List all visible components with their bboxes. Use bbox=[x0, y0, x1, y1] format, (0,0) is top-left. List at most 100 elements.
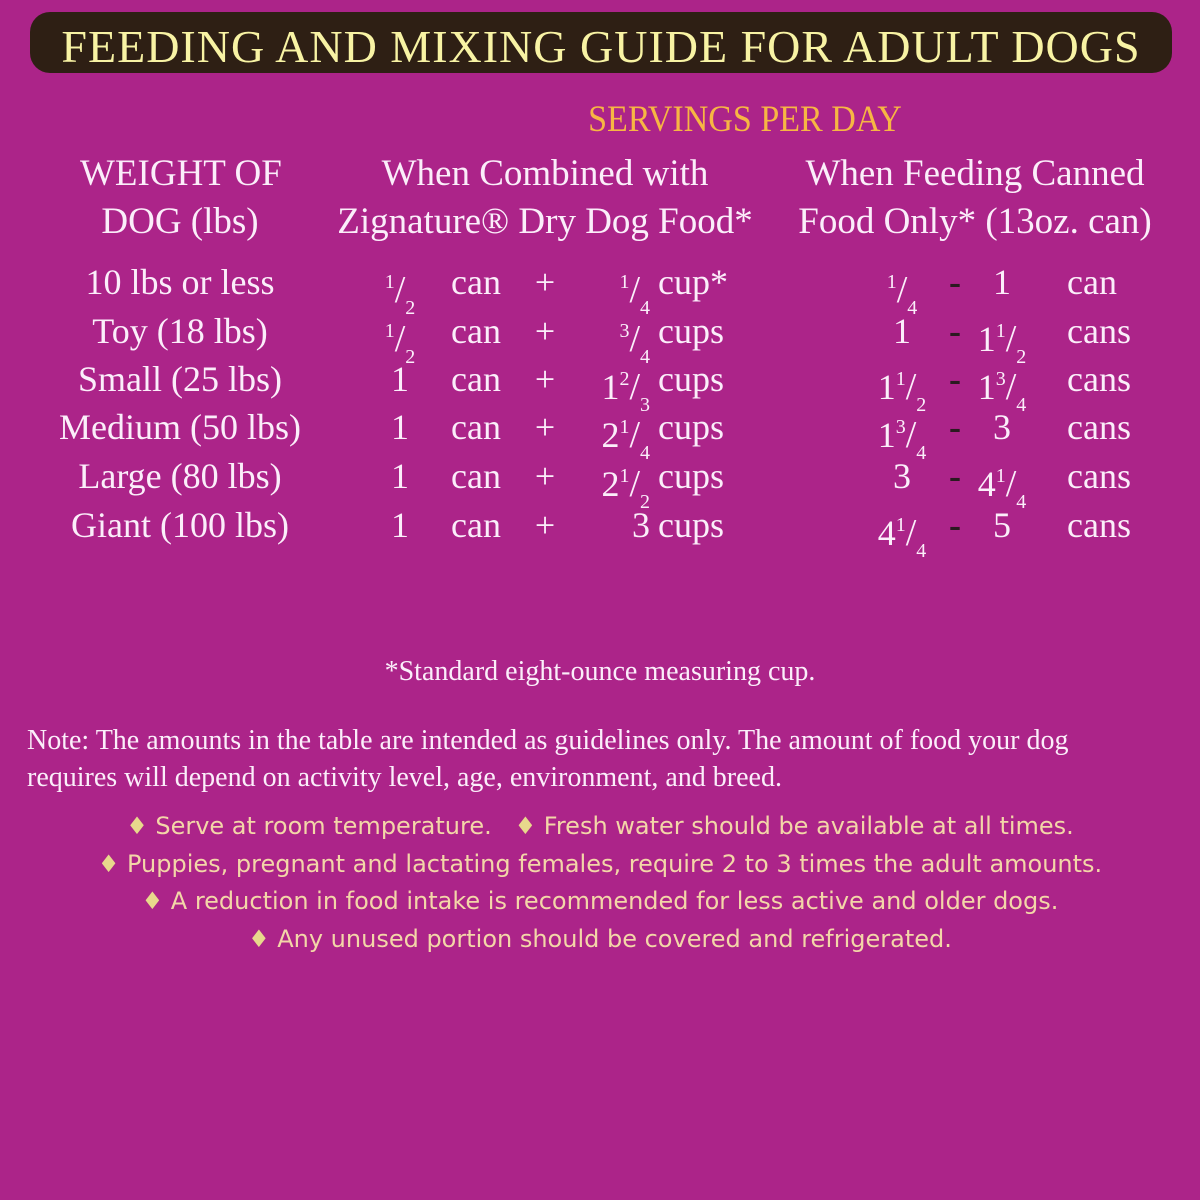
numerator: 1 bbox=[619, 416, 630, 438]
weight-cell: Small (25 lbs) bbox=[78, 359, 282, 399]
denominator: 3 bbox=[640, 394, 650, 416]
cup-unit: cups bbox=[658, 407, 724, 447]
fraction-slash: / bbox=[629, 269, 640, 311]
tip-line: ♦ A reduction in food intake is recommen… bbox=[0, 883, 1200, 921]
whole-number: 1 bbox=[977, 367, 996, 407]
cup-quantity: 21/4 bbox=[601, 407, 650, 473]
numerator: 3 bbox=[619, 320, 630, 342]
cup-unit: cups bbox=[658, 456, 724, 496]
denominator: 4 bbox=[916, 540, 927, 562]
can-unit: can bbox=[451, 407, 501, 447]
fraction-slash: / bbox=[1005, 463, 1017, 505]
whole-number: 3 bbox=[632, 505, 650, 545]
canned-high: 1 bbox=[993, 262, 1011, 302]
tip-text: Puppies, pregnant and lactating females,… bbox=[119, 849, 1103, 878]
plus-sign: + bbox=[534, 505, 556, 545]
fraction-slash: / bbox=[896, 269, 908, 311]
canned-low: 11/2 bbox=[878, 359, 927, 425]
fraction-slash: / bbox=[905, 366, 917, 408]
diamond-bullet-icon: ♦ bbox=[514, 812, 537, 840]
header-line: DOG (lbs) bbox=[101, 201, 259, 242]
can-quantity: 1/2 bbox=[385, 311, 416, 377]
numerator: 1 bbox=[995, 320, 1006, 342]
tip-text: Serve at room temperature. bbox=[147, 812, 492, 840]
tip-text: A reduction in food intake is recommende… bbox=[163, 887, 1059, 916]
canned-unit: cans bbox=[1067, 359, 1131, 399]
can-quantity: 1 bbox=[391, 505, 409, 545]
canned-high: 41/4 bbox=[978, 456, 1027, 522]
cup-unit: cups bbox=[658, 505, 724, 545]
numerator: 1 bbox=[619, 271, 630, 293]
numerator: 1 bbox=[895, 368, 906, 390]
can-unit: can bbox=[451, 505, 501, 545]
fraction-slash: / bbox=[905, 414, 917, 456]
combined-column-header: When Combined with Zignature® Dry Dog Fo… bbox=[325, 150, 765, 246]
diamond-bullet-icon: ♦ bbox=[248, 924, 270, 953]
numerator: 2 bbox=[619, 368, 630, 390]
cup-quantity: 3 bbox=[632, 505, 650, 545]
denominator: 4 bbox=[1016, 491, 1027, 513]
canned-low: 1/4 bbox=[887, 262, 918, 328]
can-unit: can bbox=[451, 456, 501, 496]
canned-high: 3 bbox=[993, 407, 1011, 447]
canned-unit: cans bbox=[1067, 407, 1131, 447]
weight-cell: Giant (100 lbs) bbox=[71, 505, 289, 545]
tip-text: Fresh water should be available at all t… bbox=[536, 812, 1074, 840]
canned-low: 13/4 bbox=[878, 407, 927, 473]
weight-cell: Medium (50 lbs) bbox=[59, 407, 301, 447]
denominator: 4 bbox=[1016, 394, 1027, 416]
canned-high: 5 bbox=[993, 505, 1011, 545]
can-unit: can bbox=[451, 262, 501, 302]
header-line: Zignature® Dry Dog Food* bbox=[337, 201, 753, 242]
whole-number: 2 bbox=[601, 464, 620, 504]
range-dash: - bbox=[949, 359, 961, 399]
fraction-slash: / bbox=[629, 463, 640, 505]
servings-per-day-header: SERVINGS PER DAY bbox=[588, 99, 902, 140]
whole-number: 1 bbox=[391, 359, 409, 399]
numerator: 1 bbox=[619, 465, 630, 487]
range-dash: - bbox=[949, 505, 961, 545]
numerator: 1 bbox=[384, 320, 395, 342]
numerator: 1 bbox=[886, 271, 897, 293]
tip-text: Any unused portion should be covered and… bbox=[269, 924, 952, 953]
numerator: 1 bbox=[384, 271, 395, 293]
can-quantity: 1 bbox=[391, 359, 409, 399]
cup-quantity: 3/4 bbox=[619, 311, 650, 377]
fraction-slash: / bbox=[629, 366, 640, 408]
can-quantity: 1/2 bbox=[385, 262, 416, 328]
denominator: 4 bbox=[640, 346, 650, 368]
can-unit: can bbox=[451, 359, 501, 399]
header-line: Food Only* (13oz. can) bbox=[798, 201, 1152, 242]
denominator: 2 bbox=[1016, 346, 1027, 368]
header-line: When Feeding Canned bbox=[805, 153, 1145, 194]
cup-unit: cup* bbox=[658, 262, 728, 302]
weight-cell: Large (80 lbs) bbox=[78, 456, 282, 496]
denominator: 4 bbox=[640, 297, 650, 319]
fraction-slash: / bbox=[1005, 318, 1017, 360]
tip-line: ♦ Any unused portion should be covered a… bbox=[0, 921, 1200, 959]
denominator: 2 bbox=[405, 297, 416, 319]
tip-line: ♦ Serve at room temperature. ♦ Fresh wat… bbox=[0, 808, 1200, 846]
whole-number: 1 bbox=[391, 456, 409, 496]
whole-number: 1 bbox=[601, 367, 620, 407]
numerator: 1 bbox=[895, 514, 906, 536]
diamond-bullet-icon: ♦ bbox=[126, 812, 148, 840]
canned-low: 1 bbox=[893, 311, 911, 351]
denominator: 4 bbox=[916, 442, 927, 464]
denominator: 4 bbox=[640, 442, 650, 464]
cup-quantity: 1/4 bbox=[619, 262, 650, 328]
header-line: WEIGHT OF bbox=[80, 153, 282, 194]
plus-sign: + bbox=[534, 456, 556, 496]
canned-low: 3 bbox=[893, 456, 911, 496]
whole-number: 5 bbox=[993, 505, 1011, 545]
cup-quantity: 12/3 bbox=[601, 359, 650, 425]
weight-cell: 10 lbs or less bbox=[85, 262, 275, 302]
diamond-bullet-icon: ♦ bbox=[97, 849, 120, 878]
canned-low: 41/4 bbox=[878, 505, 927, 571]
tips-list: ♦ Serve at room temperature. ♦ Fresh wat… bbox=[0, 808, 1200, 958]
canned-high: 13/4 bbox=[978, 359, 1027, 425]
range-dash: - bbox=[949, 311, 961, 351]
whole-number: 2 bbox=[601, 415, 620, 455]
note: Note: The amounts in the table are inten… bbox=[27, 722, 1068, 796]
whole-number: 3 bbox=[893, 456, 911, 496]
